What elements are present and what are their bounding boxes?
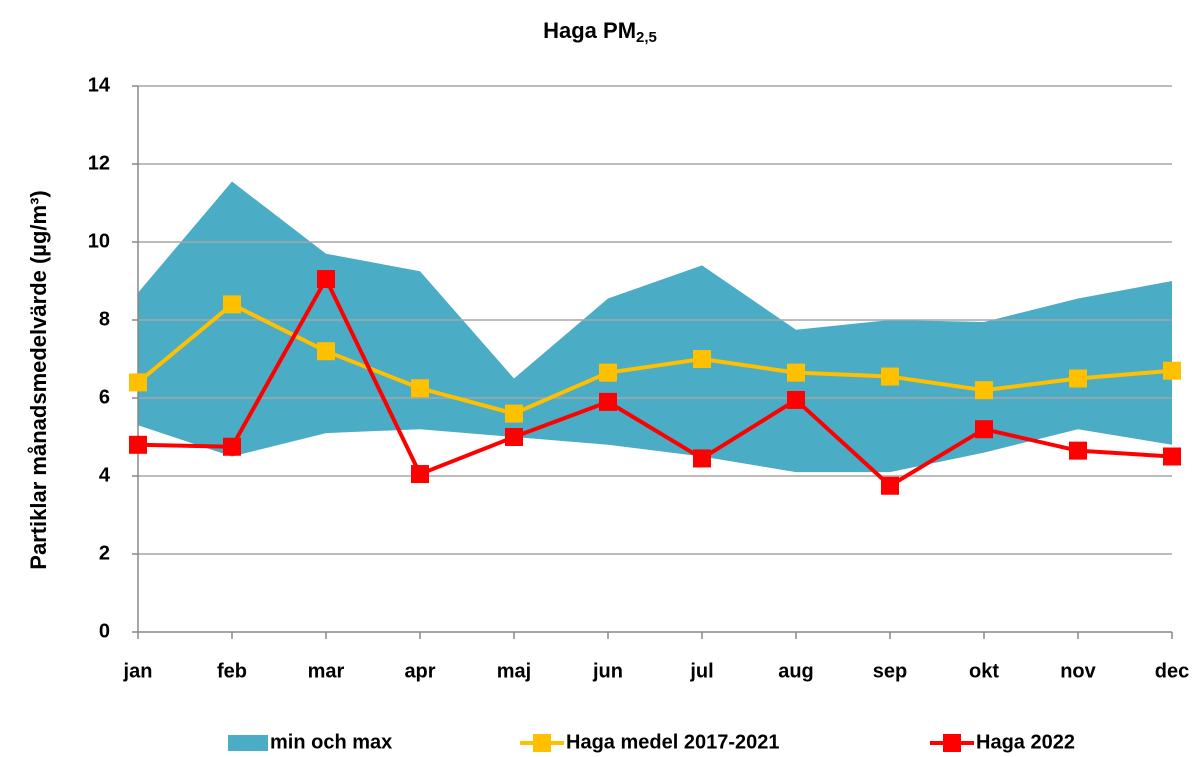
y-tick-label: 6 — [99, 386, 110, 408]
y-tick-label: 0 — [99, 620, 110, 642]
marker — [505, 404, 523, 423]
title-main: Haga PM — [543, 18, 636, 43]
y-tick-label: 10 — [88, 230, 110, 252]
marker — [975, 381, 993, 400]
marker — [411, 379, 429, 398]
legend-label: Haga medel 2017-2021 — [566, 731, 779, 753]
marker — [599, 392, 617, 411]
marker — [599, 363, 617, 382]
legend-marker — [943, 734, 961, 752]
marker — [881, 476, 899, 495]
x-tick-label: jul — [689, 660, 713, 682]
x-tick-label: jun — [592, 660, 623, 682]
y-tick-label: 8 — [99, 308, 110, 330]
chart-title: Haga PM2,5 — [543, 18, 657, 46]
title-subscript: 2,5 — [636, 29, 657, 46]
series-line — [137, 277, 1173, 488]
x-tick-label: nov — [1060, 660, 1096, 682]
y-tick-label: 4 — [99, 464, 111, 486]
marker — [223, 295, 241, 314]
x-tick-label: jan — [123, 660, 153, 682]
legend-label: min och max — [270, 731, 392, 753]
marker — [693, 449, 711, 468]
x-tick-label: feb — [217, 660, 247, 682]
y-axis-label: Partiklar månadsmedelvärde (µg/m³) — [26, 190, 51, 569]
x-tick-label: maj — [497, 660, 531, 682]
marker — [1163, 447, 1181, 466]
y-tick-label: 14 — [88, 74, 111, 96]
series-line — [136, 302, 1173, 416]
legend-label: Haga 2022 — [976, 731, 1075, 753]
x-tick-label: apr — [404, 660, 435, 682]
marker — [1163, 361, 1181, 380]
marker — [975, 420, 993, 439]
marker — [505, 428, 523, 446]
marker — [317, 342, 335, 361]
legend-swatch — [228, 735, 268, 751]
marker — [693, 350, 711, 368]
marker — [411, 465, 429, 484]
x-tick-label: dec — [1155, 660, 1189, 682]
marker — [129, 373, 147, 392]
y-tick-label: 2 — [99, 542, 110, 564]
x-tick-label: sep — [873, 660, 907, 682]
marker — [1069, 441, 1087, 460]
y-tick-label: 12 — [88, 152, 110, 174]
marker — [129, 435, 147, 454]
x-tick-label: aug — [778, 660, 814, 682]
marker — [881, 367, 899, 386]
marker — [223, 437, 241, 456]
marker — [1069, 369, 1087, 388]
band-area — [138, 181, 1172, 473]
x-tick-label: mar — [308, 660, 345, 682]
marker — [787, 363, 805, 382]
marker — [787, 390, 805, 409]
marker — [317, 270, 335, 289]
x-tick-label: okt — [969, 660, 999, 682]
legend-marker — [533, 734, 551, 752]
